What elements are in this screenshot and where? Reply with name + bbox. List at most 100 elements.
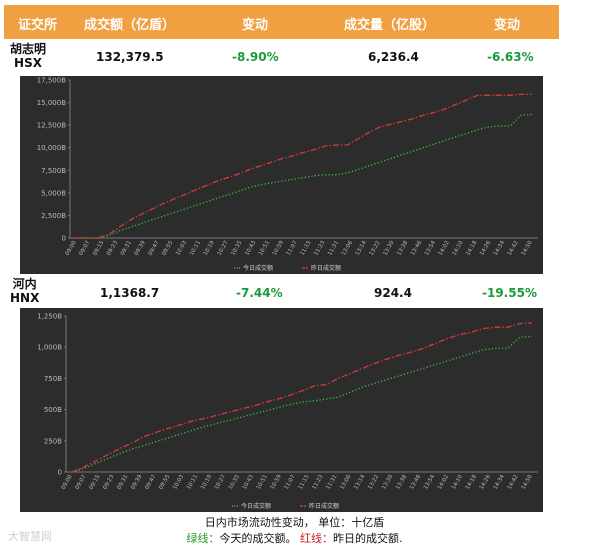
y-tick-label: 0	[62, 235, 66, 243]
y-tick-label: 500B	[44, 406, 62, 414]
x-tick-label: 14:10	[451, 474, 464, 491]
exchange-cell: 河内 HNX	[10, 277, 39, 305]
x-tick-label: 09:39	[134, 240, 147, 257]
x-tick-label: 10:35	[230, 240, 243, 257]
watermark-logo: 大智慧网	[8, 530, 52, 543]
x-tick-label: 13:54	[424, 240, 437, 257]
y-tick-label: 15,000B	[37, 99, 66, 107]
col-exchange-header: 证交所	[18, 18, 58, 33]
series-line	[76, 93, 532, 239]
table-header: 证交所 成交额（亿盾） 变动 成交量（亿股） 变动	[4, 5, 559, 39]
x-tick-label: 09:55	[161, 240, 174, 257]
x-tick-label: 11:31	[325, 474, 338, 491]
x-tick-label: 11:31	[327, 240, 340, 257]
x-tick-label: 14:26	[479, 474, 492, 491]
green-line-label: 绿线：	[186, 532, 220, 545]
x-tick-label: 09:55	[158, 474, 171, 491]
y-tick-label: 0	[58, 469, 62, 477]
x-tick-label: 10:59	[270, 474, 283, 491]
x-tick-label: 13:06	[341, 240, 354, 257]
y-tick-label: 5,000B	[41, 189, 66, 197]
y-tick-label: 7,500B	[41, 167, 66, 175]
series-line	[71, 322, 533, 473]
x-tick-label: 14:42	[507, 474, 520, 491]
x-tick-label: 10:59	[272, 240, 285, 257]
col-value-header: 成交额（亿盾）	[84, 18, 176, 33]
x-tick-label: 10:27	[214, 474, 227, 491]
value-cell: 132,379.5	[96, 50, 164, 64]
x-tick-label: 14:10	[452, 240, 465, 257]
value-change-cell: -7.44%	[236, 286, 283, 300]
volume-cell: 924.4	[374, 286, 412, 300]
x-tick-label: 13:22	[369, 240, 382, 257]
x-tick-label: 14:02	[438, 240, 451, 257]
red-line-label: 红线：	[300, 532, 333, 545]
y-tick-label: 10,000B	[37, 144, 66, 152]
series-line	[76, 113, 533, 239]
x-tick-label: 11:07	[284, 474, 297, 491]
x-tick-label: 13:54	[423, 474, 436, 491]
x-tick-label: 10:03	[175, 240, 188, 257]
x-tick-label: 09:39	[130, 474, 143, 491]
legend-entry: 昨日成交额	[311, 264, 341, 272]
exchange-code: HNX	[10, 291, 40, 305]
x-tick-label: 11:15	[298, 474, 311, 491]
volume-cell: 6,236.4	[368, 50, 419, 64]
x-tick-label: 10:11	[189, 240, 202, 257]
y-tick-label: 250B	[44, 437, 62, 445]
x-tick-label: 13:30	[381, 474, 394, 491]
x-tick-label: 14:34	[493, 240, 506, 257]
x-tick-label: 14:50	[521, 474, 534, 491]
chart-hnx: 0 250B 500B 750B 1,000B 1,250B 09:00 09:07 09:15…	[20, 308, 543, 512]
x-tick-label: 13:46	[410, 240, 423, 257]
value-change-cell: -8.90%	[232, 50, 279, 64]
x-tick-label: 13:06	[339, 474, 352, 491]
x-tick-label: 11:15	[300, 240, 313, 257]
x-tick-label: 14:42	[507, 240, 520, 257]
exchange-name: 河内	[12, 277, 37, 291]
x-tick-label: 09:15	[92, 240, 105, 257]
x-tick-label: 10:43	[244, 240, 257, 257]
x-tick-label: 11:07	[286, 240, 299, 257]
x-tick-label: 09:07	[75, 474, 88, 491]
x-tick-label: 14:02	[437, 474, 450, 491]
x-tick-label: 13:22	[367, 474, 380, 491]
exchange-code: HSX	[14, 56, 42, 70]
x-tick-label: 10:27	[217, 240, 230, 257]
x-tick-label: 13:38	[396, 240, 409, 257]
col-change2-header: 变动	[494, 18, 521, 33]
exchange-cell: 胡志明 HSX	[10, 42, 46, 70]
x-tick-label: 10:43	[242, 474, 255, 491]
chart-hsx-svg: 0 2,500B 5,000B 7,500B 10,000B 12,500B 15,000B…	[37, 77, 538, 272]
y-tick-label: 1,250B	[37, 313, 62, 321]
table-row: 河内 HNX 1,1368.7 -7.44% 924.4 -19.55%	[4, 276, 559, 310]
x-tick-label: 13:14	[355, 240, 368, 257]
x-tick-label: 10:19	[203, 240, 216, 257]
x-tick-label: 09:47	[148, 240, 161, 257]
x-tick-label: 09:31	[120, 240, 133, 257]
x-tick-label: 13:46	[409, 474, 422, 491]
col-volume-header: 成交量（亿股）	[344, 18, 436, 33]
red-line-text: 昨日的成交额.	[333, 532, 403, 545]
x-tick-label: 10:35	[228, 474, 241, 491]
x-tick-label: 09:23	[106, 240, 119, 257]
x-tick-label: 10:03	[172, 474, 185, 491]
chart-caption-line2: 绿线：今天的成交额。 红线：昨日的成交额.	[0, 530, 589, 546]
legend-entry: 今日成交额	[241, 502, 271, 510]
x-tick-label: 11:23	[312, 474, 325, 491]
x-tick-label: 14:50	[521, 240, 534, 257]
x-tick-label: 10:51	[258, 240, 271, 257]
x-tick-label: 10:19	[200, 474, 213, 491]
x-tick-label: 14:18	[465, 240, 478, 257]
x-tick-label: 09:47	[144, 474, 157, 491]
volume-change-cell: -6.63%	[487, 50, 534, 64]
green-line-text: 今天的成交额。	[219, 532, 300, 545]
table-row: 胡志明 HSX 132,379.5 -8.90% 6,236.4 -6.63%	[4, 42, 559, 76]
y-tick-label: 12,500B	[37, 122, 66, 130]
x-tick-label: 10:51	[256, 474, 269, 491]
x-tick-label: 13:30	[382, 240, 395, 257]
x-tick-label: 09:07	[78, 240, 91, 257]
x-tick-label: 09:23	[102, 474, 115, 491]
legend-entry: 今日成交额	[243, 264, 273, 272]
x-tick-label: 14:26	[479, 240, 492, 257]
